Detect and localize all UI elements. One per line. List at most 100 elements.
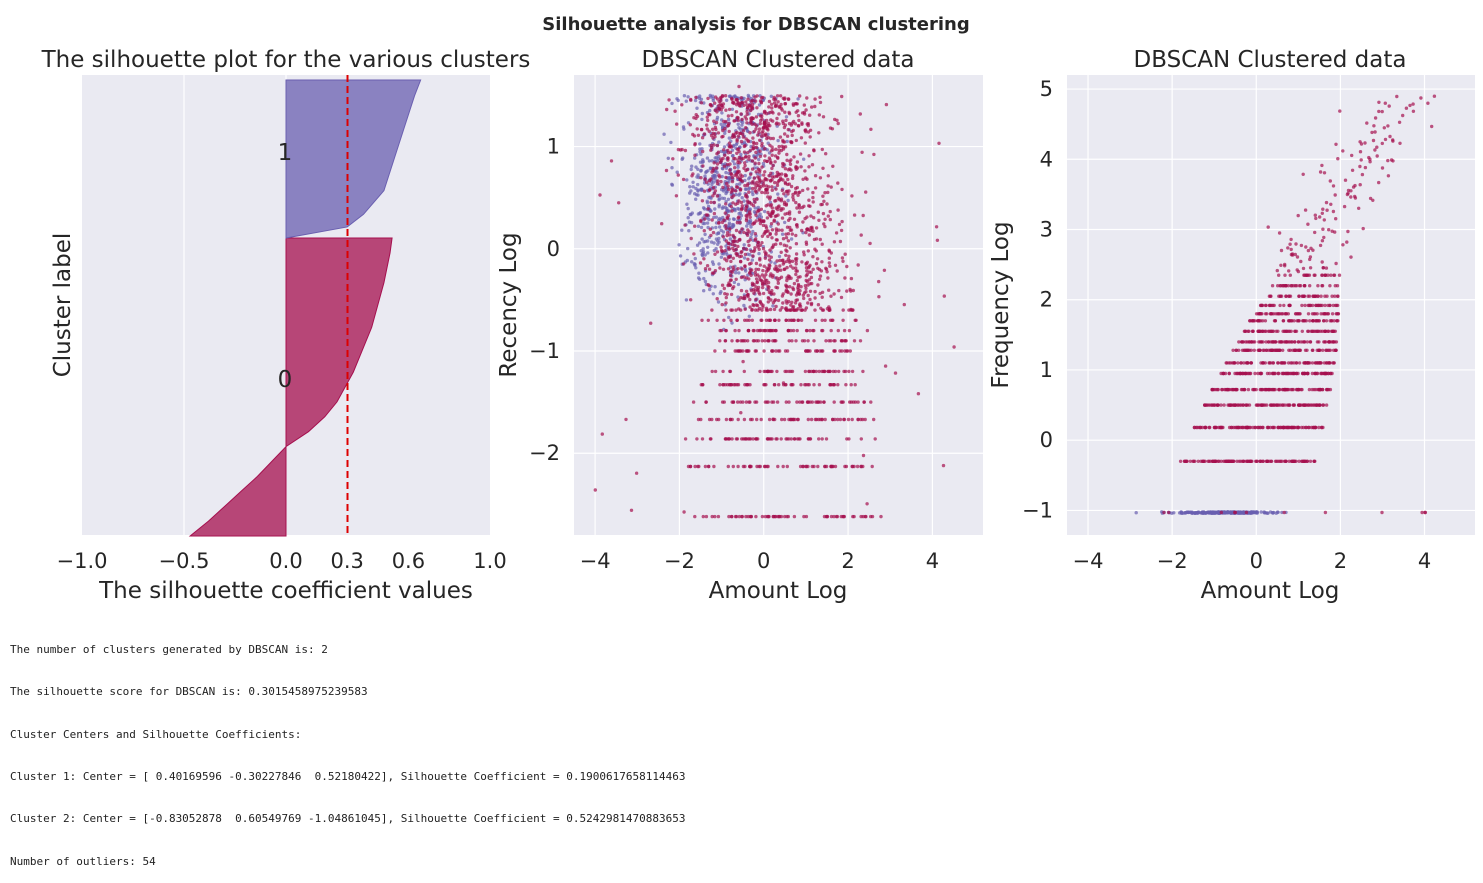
cluster-0-point [742, 166, 746, 170]
cluster-1-point [686, 246, 690, 251]
cluster-0-point [754, 237, 758, 241]
cluster-0-point [742, 246, 746, 251]
cluster-0-point [804, 240, 808, 244]
cluster-0-point [746, 514, 750, 519]
cluster-0-point [1322, 329, 1327, 333]
cluster-0-point [845, 264, 849, 269]
cluster-0-point [744, 100, 748, 104]
cluster-0-point [716, 179, 720, 183]
cluster-0-point [755, 280, 759, 284]
cluster-0-point [789, 292, 793, 296]
outlier-point [779, 102, 783, 107]
cluster-0-point [758, 369, 762, 374]
cluster-0-point [828, 308, 832, 312]
cluster-0-point [1283, 312, 1287, 316]
cluster-0-point [794, 233, 798, 238]
cluster-0-point [1305, 348, 1309, 352]
cluster-0-point [704, 514, 709, 519]
cluster-0-point [1310, 361, 1315, 365]
cluster-0-point [1261, 459, 1265, 463]
cluster-0-point [816, 464, 820, 469]
cluster-0-point [728, 278, 733, 282]
cluster-0-point [825, 270, 829, 274]
cluster-0-point [1304, 245, 1308, 249]
outlier-point [593, 488, 597, 492]
cluster-0-point [731, 239, 735, 243]
outlier-point [664, 168, 669, 173]
cluster-0-point [783, 181, 788, 186]
cluster-0-point [730, 339, 734, 343]
cluster-0-point [790, 259, 795, 263]
cluster-0-point [1326, 312, 1330, 316]
cluster-0-point [843, 276, 847, 280]
cluster-0-point [689, 298, 693, 302]
cluster-0-point [753, 186, 758, 190]
cluster-0-point [766, 369, 770, 374]
cluster-0-point [783, 132, 787, 136]
cluster-0-point [743, 383, 747, 387]
cluster-0-point [1206, 403, 1211, 407]
cluster-0-point [739, 131, 743, 135]
cluster-1-point [1236, 510, 1240, 515]
cluster-0-point [803, 308, 807, 312]
cluster-0-point [745, 106, 750, 110]
cluster-0-point [760, 190, 764, 195]
cluster-1-point [756, 205, 760, 210]
cluster-0-point [767, 99, 772, 104]
y-tick-label: 1 [1040, 358, 1053, 382]
cluster-0-point [667, 98, 671, 102]
cluster-0-point [770, 289, 774, 293]
cluster-0-point [729, 204, 733, 209]
cluster-0-point [748, 215, 752, 219]
cluster-0-point [813, 296, 817, 300]
cluster-0-point [794, 200, 798, 205]
cluster-0-point [847, 369, 851, 374]
cluster-0-point [767, 514, 771, 519]
cluster-0-point [775, 400, 780, 404]
cluster-0-point [805, 177, 809, 181]
cluster-0-point [744, 349, 748, 353]
cluster-1-point [1209, 511, 1214, 515]
cluster-0-point [1380, 166, 1385, 170]
cluster-1-point [736, 282, 741, 287]
x-tick-label: −2 [1157, 549, 1188, 573]
cluster-0-point [826, 184, 830, 188]
cluster-0-point [735, 115, 739, 120]
cluster-0-point [739, 173, 743, 177]
cluster-0-point [1331, 340, 1335, 344]
cluster-0-point [840, 256, 845, 260]
outlier-point [617, 201, 621, 205]
cluster-0-point [740, 204, 744, 208]
cluster-0-point [705, 123, 709, 127]
cluster-0-point [1279, 403, 1283, 407]
cluster-0-point [1314, 303, 1318, 308]
cluster-0-point [827, 339, 831, 343]
cluster-0-point [793, 301, 798, 305]
cluster-0-point [744, 217, 749, 221]
cluster-0-point [1320, 260, 1324, 264]
outlier-point [916, 392, 921, 396]
cluster-0-point [1244, 329, 1248, 333]
cluster-0-point [754, 145, 759, 150]
cluster-0-point [742, 230, 746, 235]
cluster-0-point [757, 291, 761, 295]
cluster-0-point [739, 275, 744, 280]
cluster-0-point [1322, 171, 1327, 175]
cluster-0-point [792, 217, 797, 221]
cluster-1-point [704, 169, 709, 174]
cluster-0-point [762, 219, 766, 224]
cluster-0-point [1287, 459, 1291, 463]
cluster-1-point [689, 212, 693, 217]
cluster-0-point [754, 349, 758, 353]
cluster-0-point [837, 369, 841, 374]
cluster-0-point [696, 464, 700, 469]
cluster-0-point [836, 181, 840, 185]
cluster-0-point [821, 166, 825, 170]
cluster-0-point [781, 119, 785, 123]
cluster-0-point [808, 113, 812, 117]
cluster-0-point [822, 222, 826, 226]
cluster-0-point [1222, 403, 1226, 407]
cluster-0-point [733, 328, 737, 333]
cluster-0-point [803, 216, 807, 221]
cluster-1-point [731, 159, 735, 163]
